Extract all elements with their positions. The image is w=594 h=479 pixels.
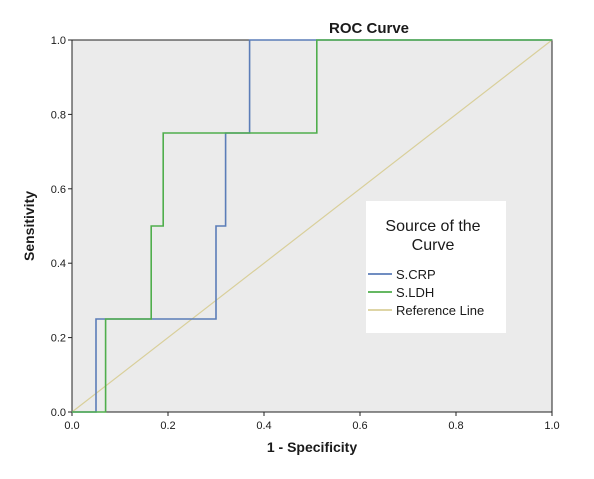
x-tick-label: 0.6	[352, 420, 367, 432]
chart-title: ROC Curve	[329, 20, 409, 37]
y-tick-label: 0.2	[51, 333, 66, 345]
y-tick-label: 0.0	[51, 407, 66, 419]
legend-box	[366, 201, 506, 333]
x-tick-label: 1.0	[544, 420, 559, 432]
legend-title-line-1: Source of the	[385, 218, 480, 235]
x-tick-label: 0.4	[256, 420, 271, 432]
legend-label-s-crp: S.CRP	[396, 267, 436, 282]
series-line-s-ldh	[72, 39, 552, 413]
legend-label-s-ldh: S.LDH	[396, 285, 434, 300]
legend-label-reference-line: Reference Line	[396, 303, 484, 318]
axis-ticks: 0.0 0.2 0.4 0.6 0.8 1.0 0.0 0.2 0.4 0.6 0.8 1.0	[51, 35, 560, 432]
y-tick-label: 0.4	[51, 258, 66, 270]
y-tick-label: 0.6	[51, 184, 66, 196]
x-tick-label: 0.0	[64, 420, 79, 432]
x-axis-title: 1 - Specificity	[267, 439, 357, 455]
legend: Source of the Curve S.CRP S.LDH Reference …	[366, 201, 506, 333]
series-line-s-crp	[72, 39, 552, 413]
x-tick-label: 0.2	[160, 420, 175, 432]
legend-entries: S.CRP S.LDH Reference Line	[368, 267, 484, 318]
y-tick-label: 1.0	[51, 35, 66, 47]
y-tick-label: 0.8	[51, 109, 66, 121]
legend-title-line-2: Curve	[412, 237, 455, 254]
series-lines	[71, 39, 553, 413]
series-line-reference-line	[71, 39, 553, 413]
x-tick-label: 0.8	[448, 420, 463, 432]
y-axis-title: Sensitivity	[21, 191, 37, 261]
